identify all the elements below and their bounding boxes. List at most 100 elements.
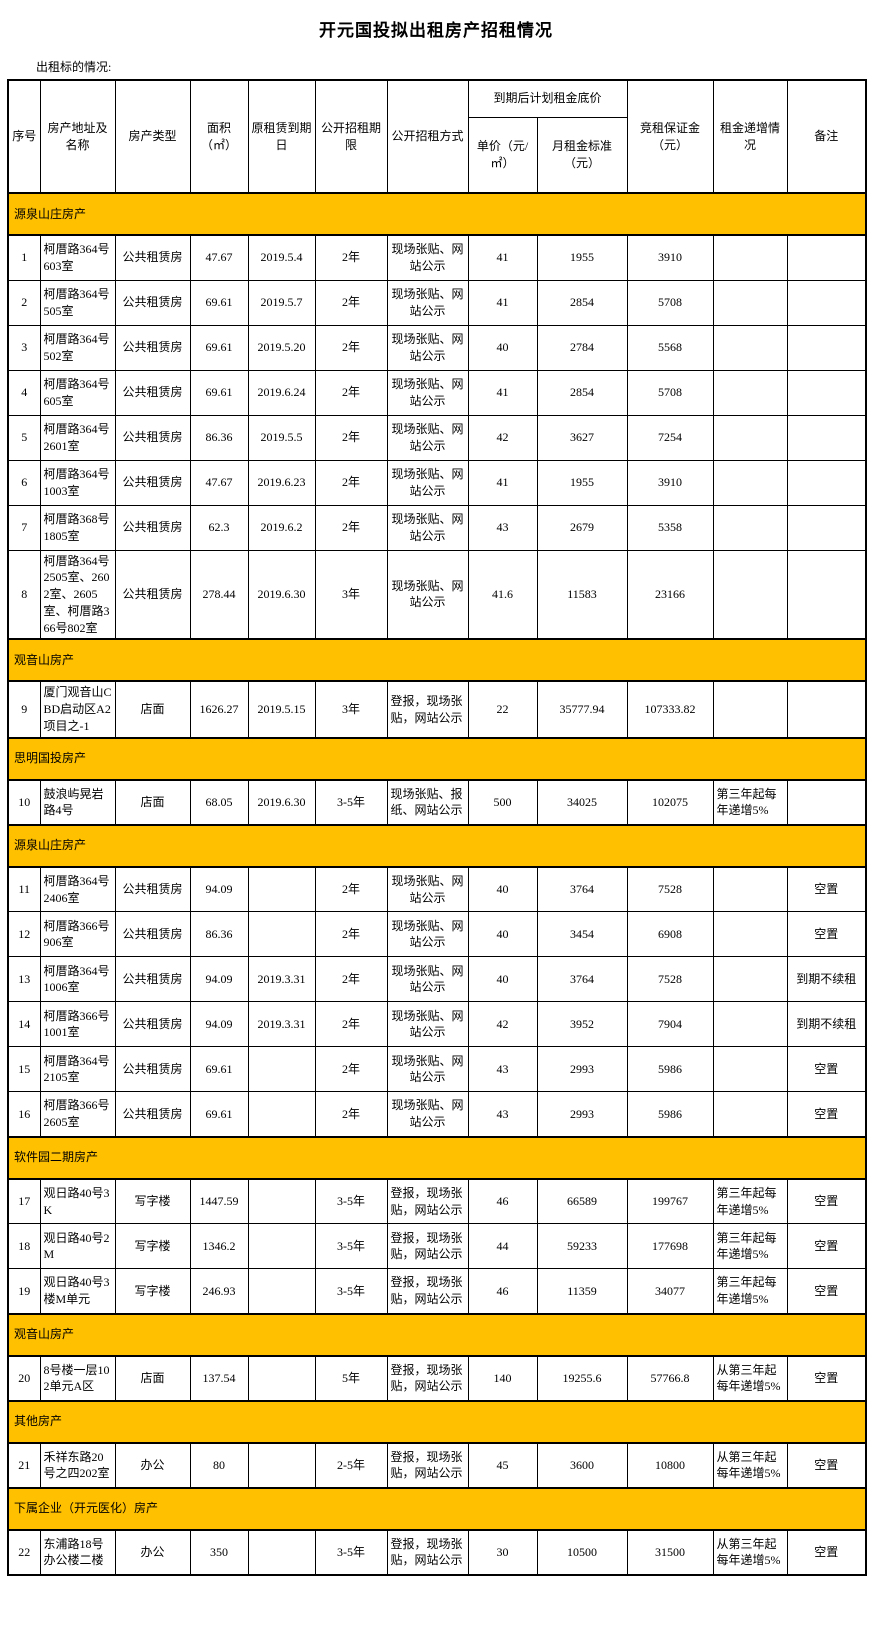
section-row: 下属企业（开元医化）房产 bbox=[7, 1486, 867, 1531]
cell-unit-price: 45 bbox=[467, 1442, 538, 1489]
table-row: 1 柯厝路364号603室 公共租赁房 47.67 2019.5.4 2年 现场张贴、网站公… bbox=[7, 234, 867, 281]
cell-term: 2年 bbox=[314, 504, 388, 551]
cell-no: 16 bbox=[7, 1091, 41, 1138]
cell-unit-price: 22 bbox=[467, 680, 538, 739]
cell-no: 4 bbox=[7, 369, 41, 416]
section-label: 软件园二期房产 bbox=[7, 1135, 867, 1180]
section-label: 其他房产 bbox=[7, 1399, 867, 1444]
cell-deposit: 3910 bbox=[626, 459, 714, 506]
cell-deposit: 5986 bbox=[626, 1046, 714, 1093]
cell-no: 19 bbox=[7, 1268, 41, 1315]
cell-method: 登报，现场张贴，网站公示 bbox=[386, 1223, 469, 1270]
cell-increment: 从第三年起每年递增5% bbox=[712, 1529, 788, 1576]
table-row: 10 鼓浪屿晃岩路4号 店面 68.05 2019.6.30 3-5年 现场张贴、报纸、网站… bbox=[7, 779, 867, 826]
cell-no: 7 bbox=[7, 504, 41, 551]
cell-address: 观日路40号3楼M单元 bbox=[39, 1268, 116, 1315]
cell-deposit: 7528 bbox=[626, 866, 714, 913]
cell-increment bbox=[712, 504, 788, 551]
cell-monthly-rent: 1955 bbox=[536, 459, 628, 506]
cell-method: 现场张贴、网站公示 bbox=[386, 279, 469, 326]
cell-term: 2年 bbox=[314, 279, 388, 326]
cell-increment bbox=[712, 866, 788, 913]
cell-unit-price: 41 bbox=[467, 234, 538, 281]
cell-unit-price: 30 bbox=[467, 1529, 538, 1576]
cell-no: 18 bbox=[7, 1223, 41, 1270]
cell-term: 3-5年 bbox=[314, 779, 388, 826]
col-header-increment: 租金递增情况 bbox=[712, 79, 788, 194]
col-header-term: 公开招租期限 bbox=[314, 79, 388, 194]
cell-area: 94.09 bbox=[189, 956, 249, 1003]
cell-increment: 第三年起每年递增5% bbox=[712, 1178, 788, 1225]
cell-increment bbox=[712, 1046, 788, 1093]
cell-address: 柯厝路368号1805室 bbox=[39, 504, 116, 551]
cell-increment: 第三年起每年递增5% bbox=[712, 779, 788, 826]
cell-address: 柯厝路364号603室 bbox=[39, 234, 116, 281]
cell-method: 现场张贴、网站公示 bbox=[386, 1046, 469, 1093]
cell-expiry bbox=[247, 1355, 316, 1402]
cell-no: 8 bbox=[7, 549, 41, 640]
cell-method: 现场张贴、网站公示 bbox=[386, 1001, 469, 1048]
cell-area: 246.93 bbox=[189, 1268, 249, 1315]
cell-no: 6 bbox=[7, 459, 41, 506]
cell-increment bbox=[712, 956, 788, 1003]
cell-no: 14 bbox=[7, 1001, 41, 1048]
cell-expiry bbox=[247, 1223, 316, 1270]
cell-remark: 空置 bbox=[786, 1046, 867, 1093]
table-row: 11 柯厝路364号2406室 公共租赁房 94.09 2年 现场张贴、网站公示 40 376… bbox=[7, 866, 867, 913]
cell-deposit: 7904 bbox=[626, 1001, 714, 1048]
cell-increment bbox=[712, 279, 788, 326]
cell-no: 9 bbox=[7, 680, 41, 739]
cell-term: 5年 bbox=[314, 1355, 388, 1402]
page-title: 开元国投拟出租房产招租情况 bbox=[319, 21, 553, 40]
cell-term: 2年 bbox=[314, 1001, 388, 1048]
col-header-unit-price: 单价（元/㎡） bbox=[467, 116, 538, 194]
cell-increment bbox=[712, 369, 788, 416]
cell-increment: 第三年起每年递增5% bbox=[712, 1268, 788, 1315]
cell-deposit: 102075 bbox=[626, 779, 714, 826]
cell-address: 柯厝路364号1006室 bbox=[39, 956, 116, 1003]
cell-deposit: 177698 bbox=[626, 1223, 714, 1270]
cell-type: 店面 bbox=[114, 779, 191, 826]
cell-type: 公共租赁房 bbox=[114, 414, 191, 461]
cell-remark bbox=[786, 504, 867, 551]
cell-area: 86.36 bbox=[189, 414, 249, 461]
cell-remark: 空置 bbox=[786, 866, 867, 913]
cell-unit-price: 40 bbox=[467, 324, 538, 371]
cell-remark bbox=[786, 459, 867, 506]
cell-no: 15 bbox=[7, 1046, 41, 1093]
cell-remark bbox=[786, 779, 867, 826]
cell-area: 137.54 bbox=[189, 1355, 249, 1402]
cell-area: 47.67 bbox=[189, 234, 249, 281]
table-row: 13 柯厝路364号1006室 公共租赁房 94.09 2019.3.31 2年 现场张贴、… bbox=[7, 956, 867, 1003]
cell-area: 69.61 bbox=[189, 369, 249, 416]
cell-address: 柯厝路364号2505室、2602室、2605室、柯厝路366号802室 bbox=[39, 549, 116, 640]
cell-term: 2年 bbox=[314, 459, 388, 506]
cell-remark bbox=[786, 369, 867, 416]
section-row: 思明国投房产 bbox=[7, 736, 867, 781]
cell-method: 登报，现场张贴，网站公示 bbox=[386, 1268, 469, 1315]
cell-monthly-rent: 2854 bbox=[536, 369, 628, 416]
cell-expiry: 2019.5.15 bbox=[247, 680, 316, 739]
table-row: 21 禾祥东路20号之四202室 办公 80 2-5年 登报，现场张贴，网站公示 45 360… bbox=[7, 1442, 867, 1489]
cell-remark bbox=[786, 549, 867, 640]
cell-no: 5 bbox=[7, 414, 41, 461]
cell-deposit: 107333.82 bbox=[626, 680, 714, 739]
section-label: 观音山房产 bbox=[7, 638, 867, 683]
cell-method: 登报，现场张贴，网站公示 bbox=[386, 1442, 469, 1489]
cell-increment bbox=[712, 324, 788, 371]
cell-method: 登报，现场张贴，网站公示 bbox=[386, 1529, 469, 1576]
cell-unit-price: 41 bbox=[467, 279, 538, 326]
cell-term: 2年 bbox=[314, 911, 388, 958]
cell-area: 94.09 bbox=[189, 1001, 249, 1048]
cell-method: 现场张贴、网站公示 bbox=[386, 324, 469, 371]
cell-remark: 空置 bbox=[786, 1529, 867, 1576]
cell-unit-price: 140 bbox=[467, 1355, 538, 1402]
cell-type: 公共租赁房 bbox=[114, 1091, 191, 1138]
cell-remark: 空置 bbox=[786, 1091, 867, 1138]
cell-monthly-rent: 11583 bbox=[536, 549, 628, 640]
cell-remark: 空置 bbox=[786, 1355, 867, 1402]
cell-deposit: 10800 bbox=[626, 1442, 714, 1489]
cell-area: 1447.59 bbox=[189, 1178, 249, 1225]
cell-remark bbox=[786, 234, 867, 281]
cell-no: 22 bbox=[7, 1529, 41, 1576]
